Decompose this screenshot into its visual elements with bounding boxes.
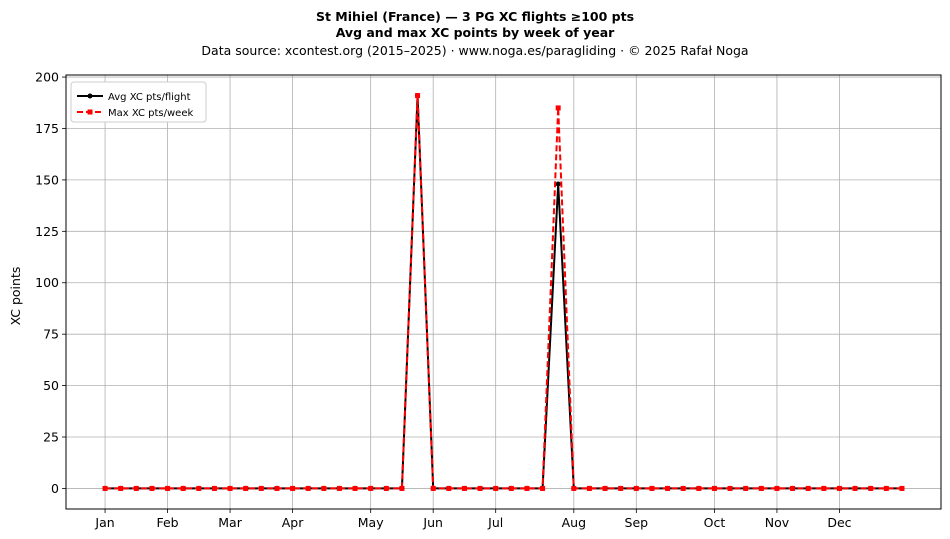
max-point (821, 485, 827, 491)
max-point (883, 485, 889, 491)
max-point (461, 485, 467, 491)
max-point (446, 485, 452, 491)
y-tick-label: 25 (43, 430, 59, 445)
x-tick-label: Jan (94, 515, 114, 530)
max-point (711, 485, 717, 491)
max-point (133, 485, 139, 491)
max-point (899, 485, 905, 491)
max-point (836, 485, 842, 491)
max-point (243, 485, 249, 491)
max-point (555, 105, 561, 111)
max-point (180, 485, 186, 491)
y-tick-label: 50 (43, 378, 59, 393)
max-point (868, 485, 874, 491)
max-point (305, 485, 311, 491)
legend-box (70, 81, 207, 123)
x-tick-label: Feb (156, 515, 178, 530)
max-point (852, 485, 858, 491)
avg-series-line (105, 94, 902, 490)
x-tick-label: Dec (827, 515, 851, 530)
x-tick-label: Apr (282, 515, 304, 530)
series-group (102, 93, 905, 491)
x-tick-label: Mar (218, 515, 242, 530)
x-tick-label: Aug (562, 515, 586, 530)
plot-frame (65, 74, 942, 510)
max-point (258, 485, 264, 491)
max-point (196, 485, 202, 491)
max-point (290, 485, 296, 491)
max-point (633, 485, 639, 491)
max-point (586, 485, 592, 491)
x-axis: Jan Feb Mar Apr May Jun Jul Aug Sep Oct Nov Dec (94, 509, 852, 530)
max-point (805, 485, 811, 491)
legend-max-marker (87, 109, 93, 115)
max-point (774, 485, 780, 491)
legend-avg-label: Avg XC pts/flight (108, 92, 191, 103)
max-point (352, 485, 358, 491)
y-tick-label: 100 (35, 275, 59, 290)
y-tick-label: 175 (35, 121, 59, 136)
max-point (493, 485, 499, 491)
max-point (477, 485, 483, 491)
y-axis: 0 25 50 75 100 125 150 175 200 (35, 70, 66, 496)
max-point (211, 485, 217, 491)
legend-max-label: Max XC pts/week (108, 108, 193, 119)
data-source-note: Data source: xcontest.org (2015–2025) · … (201, 43, 749, 58)
max-point (524, 485, 530, 491)
x-tick-label: May (358, 515, 384, 530)
max-point (696, 485, 702, 491)
grid-lines (66, 75, 941, 509)
max-point (383, 485, 389, 491)
y-tick-label: 75 (43, 327, 59, 342)
y-tick-label: 0 (51, 481, 59, 496)
max-point (680, 485, 686, 491)
max-point (790, 485, 796, 491)
max-point (399, 485, 405, 491)
max-point (508, 485, 514, 491)
x-tick-label: Sep (625, 515, 649, 530)
legend-avg-marker (87, 93, 93, 99)
y-axis-label: XC points (8, 267, 23, 326)
max-point (665, 485, 671, 491)
max-point (321, 485, 327, 491)
max-point (758, 485, 764, 491)
max-series-line (105, 94, 902, 490)
y-tick-label: 150 (35, 172, 59, 187)
max-point (149, 485, 155, 491)
x-tick-label: Jun (422, 515, 443, 530)
avg-point (555, 181, 561, 187)
legend: Avg XC pts/flight Max XC pts/week (70, 81, 207, 123)
y-tick-label: 125 (35, 224, 59, 239)
x-tick-label: Oct (704, 515, 726, 530)
max-point (227, 485, 233, 491)
max-point (430, 485, 436, 491)
max-point (368, 485, 374, 491)
x-tick-label: Nov (765, 515, 790, 530)
max-point (743, 485, 749, 491)
max-point (571, 485, 577, 491)
max-point (118, 485, 124, 491)
max-point (649, 485, 655, 491)
max-point (102, 485, 108, 491)
max-point (336, 485, 342, 491)
y-tick-label: 200 (35, 70, 59, 85)
max-point (602, 485, 608, 491)
chart-title: St Mihiel (France) — 3 PG XC flights ≥10… (315, 9, 635, 24)
max-point (540, 485, 546, 491)
x-tick-label: Jul (487, 515, 503, 530)
max-point (274, 485, 280, 491)
max-point (165, 485, 171, 491)
chart-subtitle: Avg and max XC points by week of year (335, 25, 615, 40)
max-point (727, 485, 733, 491)
max-point (618, 485, 624, 491)
max-point (415, 93, 421, 99)
